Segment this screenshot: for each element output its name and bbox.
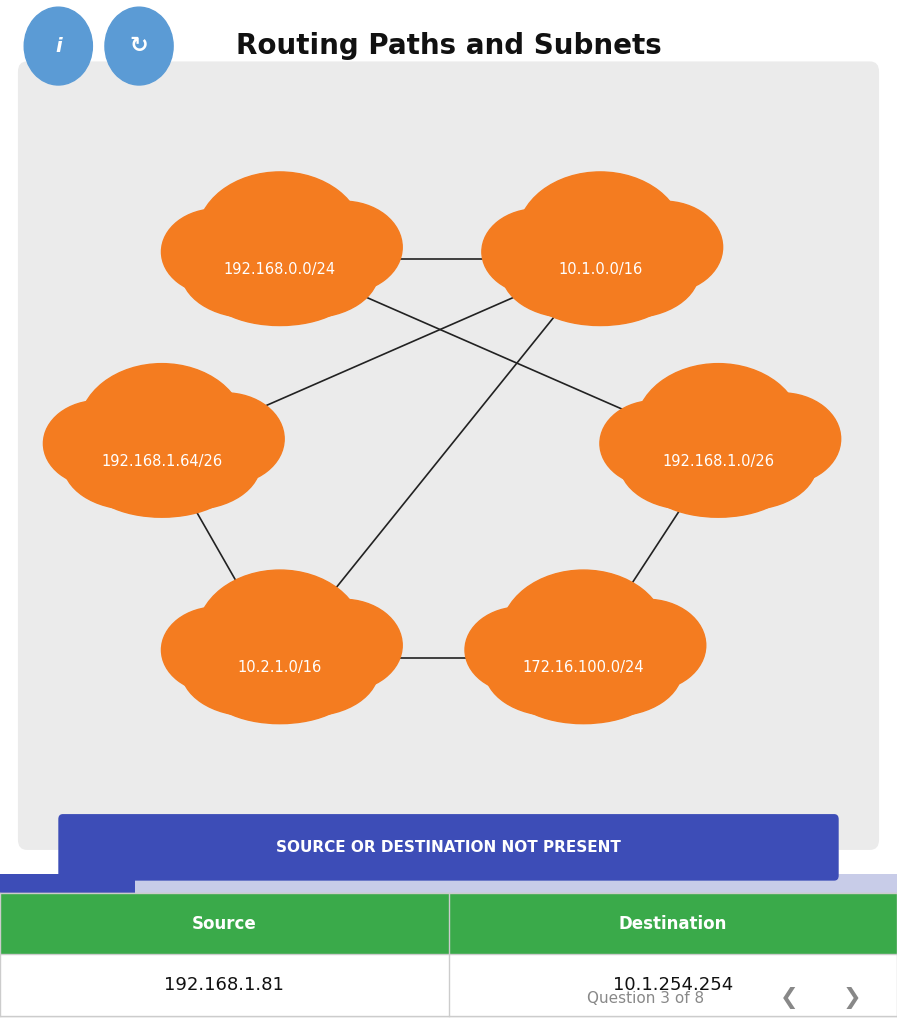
Ellipse shape (605, 201, 723, 293)
Ellipse shape (283, 201, 402, 293)
Ellipse shape (122, 418, 260, 510)
Ellipse shape (600, 400, 710, 486)
Ellipse shape (283, 599, 402, 691)
Ellipse shape (526, 249, 675, 326)
Ellipse shape (620, 418, 758, 510)
Ellipse shape (161, 209, 272, 295)
Ellipse shape (181, 624, 319, 716)
Ellipse shape (482, 209, 592, 295)
Circle shape (105, 7, 173, 85)
Text: ❯: ❯ (843, 987, 861, 1010)
Text: 10.1.254.254: 10.1.254.254 (613, 976, 733, 994)
Text: Destination: Destination (619, 914, 727, 933)
Text: Routing Paths and Subnets: Routing Paths and Subnets (236, 32, 661, 60)
Ellipse shape (43, 400, 154, 486)
Ellipse shape (501, 570, 666, 699)
Text: 192.168.1.0/26: 192.168.1.0/26 (662, 454, 774, 469)
Circle shape (24, 7, 92, 85)
Text: 10.2.1.0/16: 10.2.1.0/16 (238, 660, 322, 676)
Text: 192.168.1.81: 192.168.1.81 (164, 976, 284, 994)
Ellipse shape (240, 624, 379, 716)
FancyBboxPatch shape (0, 893, 897, 1016)
FancyBboxPatch shape (58, 814, 839, 881)
Ellipse shape (561, 225, 699, 317)
Ellipse shape (205, 249, 355, 326)
Text: Source: Source (192, 914, 257, 933)
Ellipse shape (197, 172, 362, 301)
Text: 10.1.0.0/16: 10.1.0.0/16 (558, 262, 642, 278)
Ellipse shape (509, 647, 658, 724)
FancyBboxPatch shape (135, 874, 897, 893)
Ellipse shape (79, 364, 245, 493)
FancyBboxPatch shape (18, 61, 879, 850)
Ellipse shape (643, 440, 793, 517)
FancyBboxPatch shape (0, 874, 135, 893)
Ellipse shape (722, 393, 840, 485)
Ellipse shape (484, 624, 623, 716)
Text: SOURCE OR DESTINATION NOT PRESENT: SOURCE OR DESTINATION NOT PRESENT (276, 841, 621, 855)
FancyBboxPatch shape (0, 893, 897, 954)
Ellipse shape (205, 647, 355, 724)
Ellipse shape (161, 607, 272, 693)
Ellipse shape (87, 440, 237, 517)
Text: 192.168.0.0/24: 192.168.0.0/24 (223, 262, 335, 278)
Ellipse shape (465, 607, 576, 693)
Ellipse shape (501, 225, 640, 317)
Ellipse shape (181, 225, 319, 317)
Text: 172.16.100.0/24: 172.16.100.0/24 (523, 660, 644, 676)
Ellipse shape (197, 570, 362, 699)
Ellipse shape (544, 624, 682, 716)
Text: ❮: ❮ (780, 987, 798, 1010)
Ellipse shape (63, 418, 201, 510)
Ellipse shape (679, 418, 817, 510)
FancyBboxPatch shape (0, 954, 897, 1016)
Ellipse shape (588, 599, 706, 691)
Ellipse shape (635, 364, 801, 493)
Text: Question 3 of 8: Question 3 of 8 (588, 991, 704, 1006)
Ellipse shape (166, 393, 284, 485)
Text: ↻: ↻ (130, 36, 148, 56)
Ellipse shape (240, 225, 379, 317)
Ellipse shape (518, 172, 684, 301)
Text: 192.168.1.64/26: 192.168.1.64/26 (101, 454, 222, 469)
Text: i: i (55, 37, 62, 55)
